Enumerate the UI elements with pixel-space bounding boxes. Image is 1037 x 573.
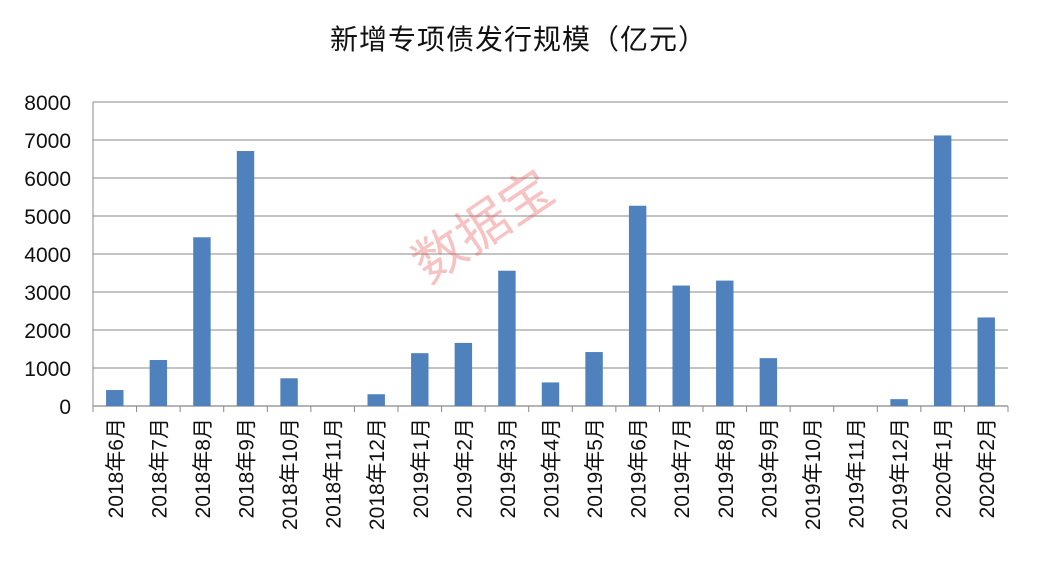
x-tick-label: 2019年2月 bbox=[453, 418, 476, 518]
x-tick-label: 2018年10月 bbox=[279, 418, 302, 530]
bar bbox=[367, 394, 385, 406]
x-tick-label: 2018年8月 bbox=[192, 418, 215, 518]
bar bbox=[541, 382, 560, 406]
x-tick-label: 2019年9月 bbox=[758, 418, 781, 518]
y-tick-label: 8000 bbox=[24, 92, 71, 115]
bar bbox=[454, 342, 473, 406]
x-tick-label: 2019年7月 bbox=[671, 418, 694, 518]
x-tick-label: 2018年7月 bbox=[148, 418, 171, 518]
bar bbox=[585, 352, 603, 406]
y-tick-label: 0 bbox=[59, 396, 71, 419]
x-tick-label: 2020年1月 bbox=[933, 418, 956, 518]
bar bbox=[411, 353, 429, 406]
bar bbox=[236, 151, 255, 406]
x-tick-label: 2019年6月 bbox=[628, 418, 651, 518]
bar bbox=[280, 378, 298, 406]
bar bbox=[977, 317, 995, 406]
bar bbox=[933, 135, 952, 406]
x-tick-label: 2018年9月 bbox=[236, 418, 259, 518]
x-tick-label: 2019年5月 bbox=[584, 418, 607, 518]
y-tick-label: 4000 bbox=[24, 244, 71, 267]
bar bbox=[193, 237, 211, 406]
bar bbox=[716, 280, 734, 406]
y-tick-label: 7000 bbox=[24, 130, 71, 153]
x-tick-label: 2019年4月 bbox=[541, 418, 564, 518]
bar bbox=[672, 285, 690, 406]
x-tick-label: 2019年10月 bbox=[802, 418, 825, 530]
y-tick-label: 3000 bbox=[24, 282, 71, 305]
x-tick-label: 2018年12月 bbox=[366, 418, 389, 530]
x-tick-label: 2019年1月 bbox=[410, 418, 433, 518]
y-tick-label: 5000 bbox=[24, 206, 71, 229]
y-tick-label: 6000 bbox=[24, 168, 71, 191]
chart-title: 新增专项债发行规模（亿元） bbox=[329, 23, 707, 56]
x-tick-label: 2018年6月 bbox=[105, 418, 128, 518]
y-tick-label: 1000 bbox=[24, 358, 71, 381]
bar bbox=[498, 270, 516, 406]
x-tick-label: 2018年11月 bbox=[323, 418, 346, 529]
bar bbox=[628, 205, 647, 406]
bar bbox=[890, 399, 908, 406]
bar bbox=[149, 360, 168, 406]
x-tick-label: 2019年3月 bbox=[497, 418, 520, 518]
x-tick-label: 2019年8月 bbox=[715, 418, 738, 518]
bar bbox=[759, 358, 778, 406]
bar bbox=[106, 390, 124, 406]
x-tick-label: 2020年2月 bbox=[976, 418, 999, 518]
x-tick-label: 2019年12月 bbox=[889, 418, 912, 530]
y-tick-label: 2000 bbox=[24, 320, 71, 343]
x-tick-label: 2019年11月 bbox=[846, 418, 869, 529]
